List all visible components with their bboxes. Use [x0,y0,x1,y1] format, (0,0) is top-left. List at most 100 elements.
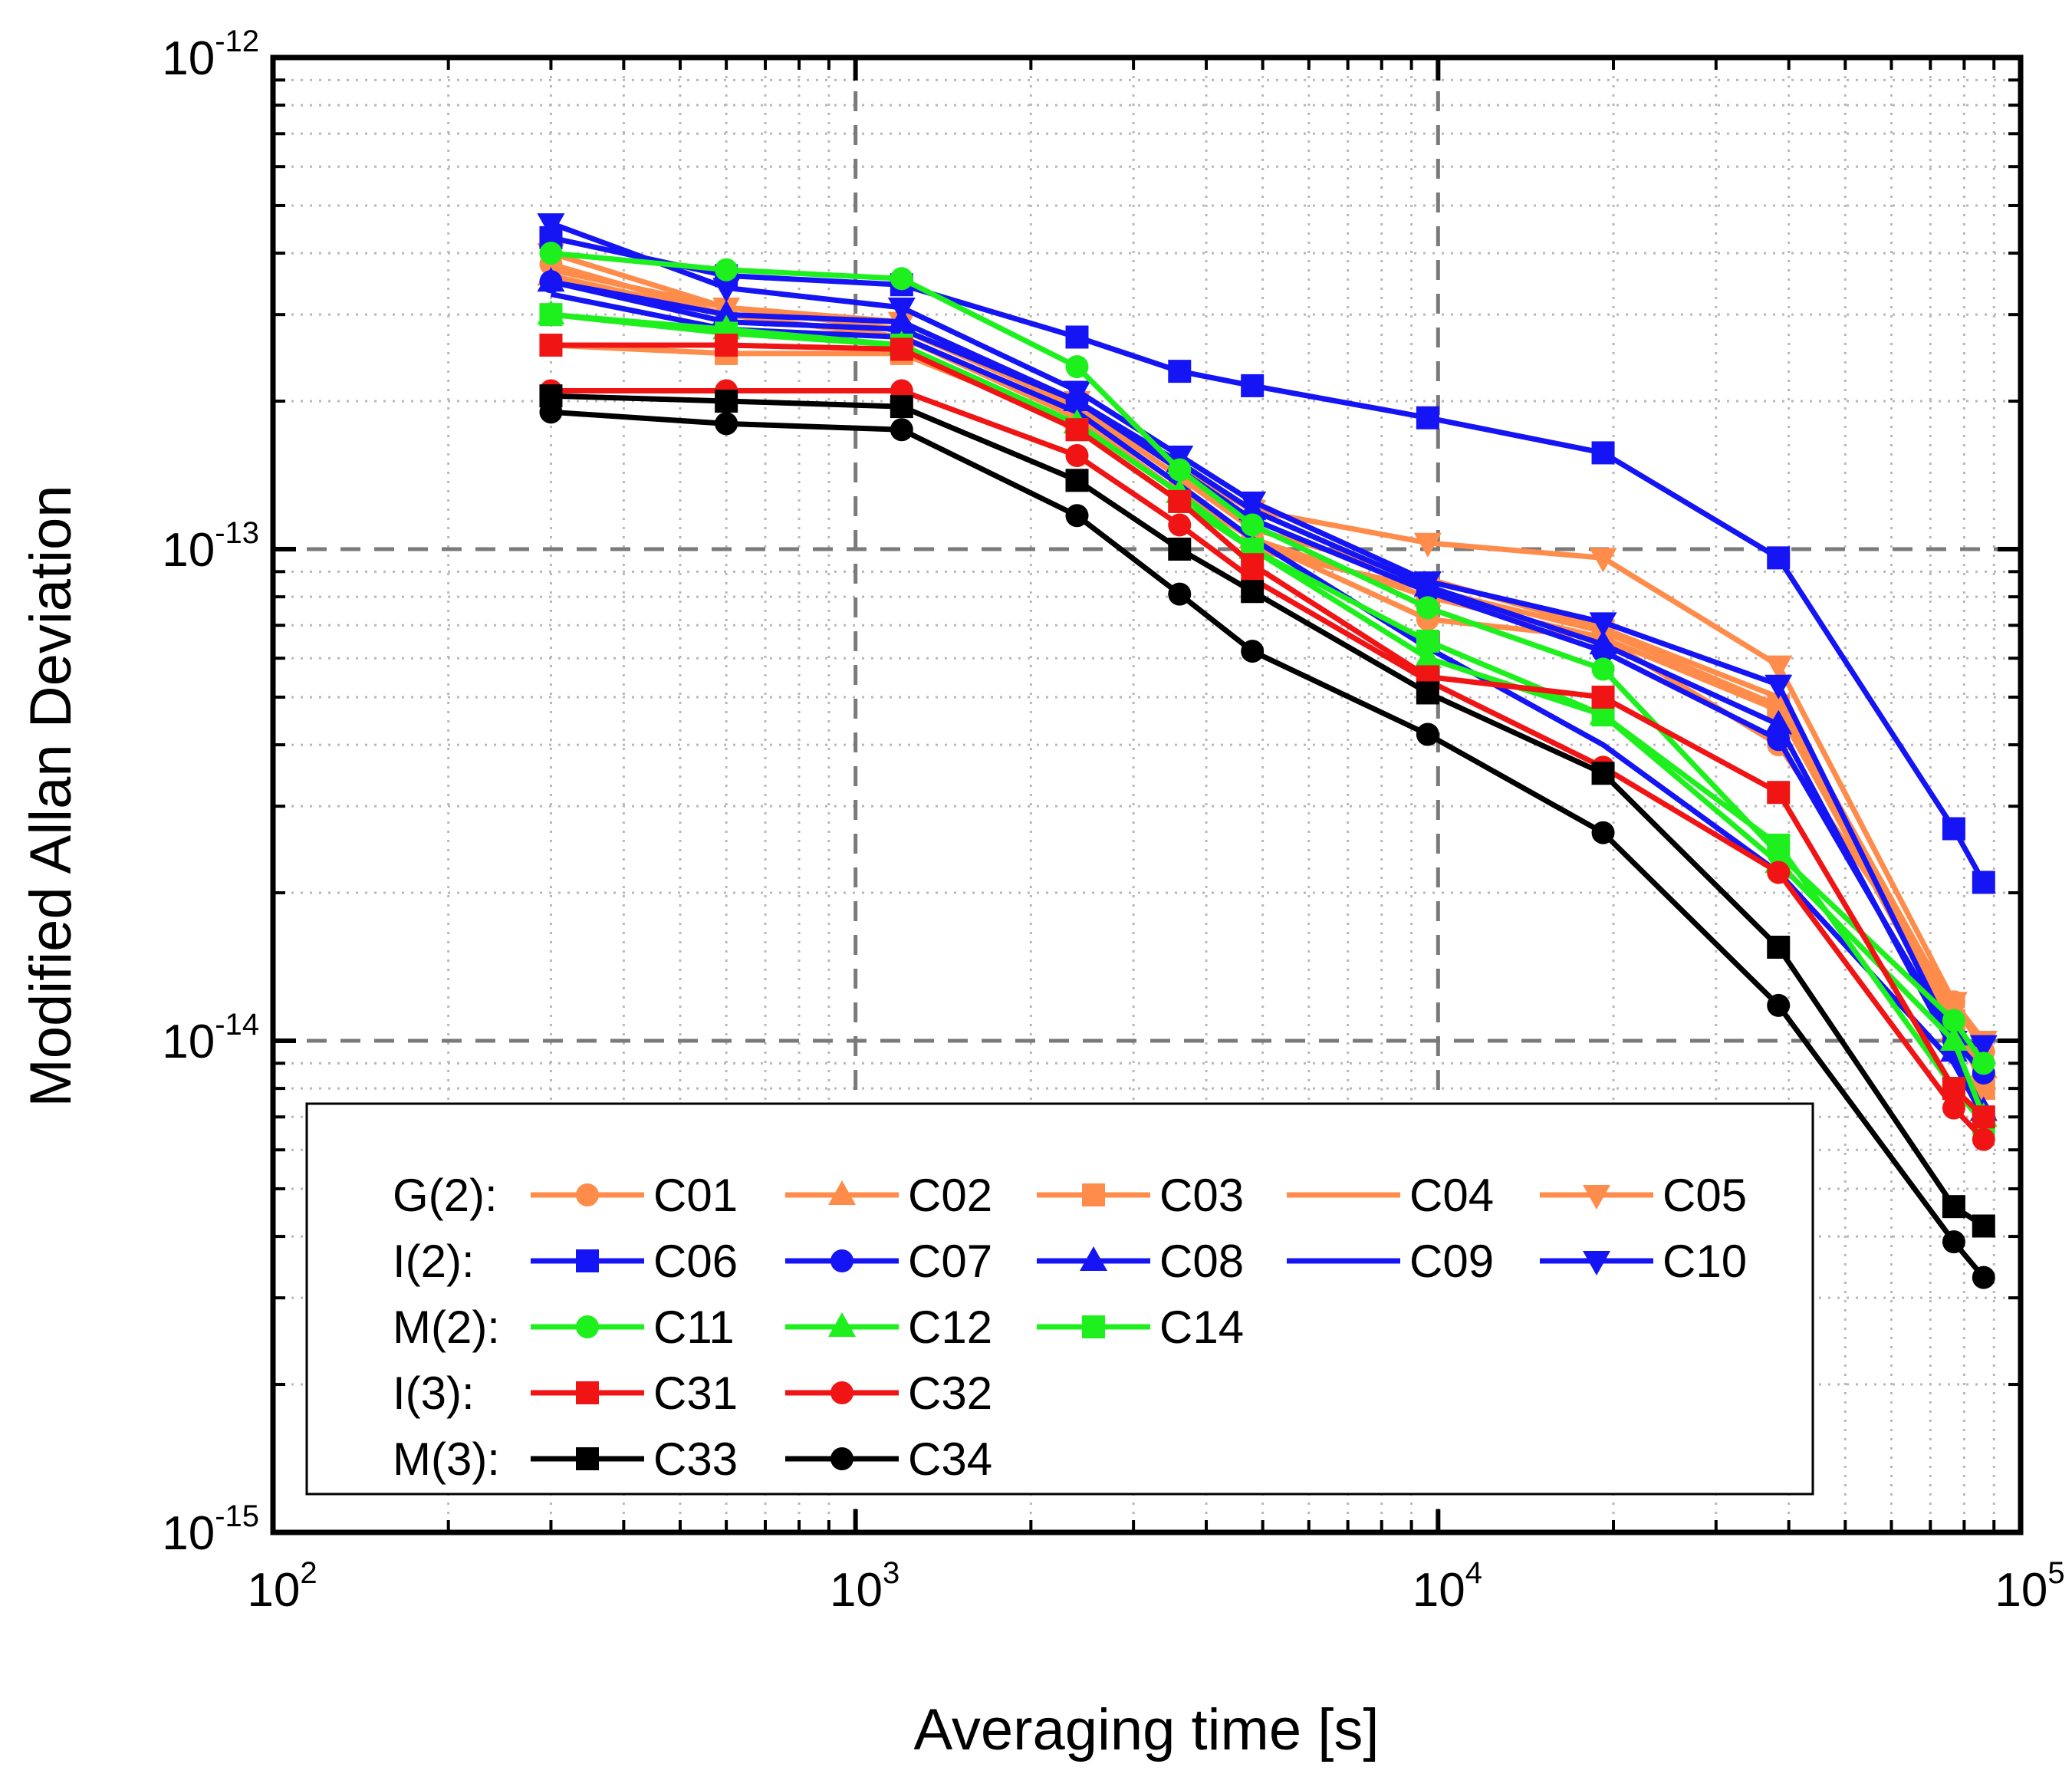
y-axis-label: Modified Allan Deviation [18,485,84,1107]
data-point-C33 [1972,1214,1995,1238]
data-point-C33 [1065,469,1089,492]
legend-label: C33 [653,1433,738,1485]
data-point-C10 [1764,674,1793,699]
legend-item-C33: C33 [531,1433,738,1485]
x-tick-label: 105 [1995,1556,2064,1617]
data-point-C31 [1591,685,1615,709]
legend-marker [830,1381,853,1404]
data-point-C06 [1591,441,1615,465]
data-point-C05 [1589,548,1617,573]
data-point-C11 [1065,355,1089,379]
series-C34 [539,400,1995,1289]
data-point-C06 [1416,406,1439,430]
data-point-C32 [1767,861,1791,884]
data-point-C05 [1413,532,1442,558]
data-point-C11 [1942,1009,1965,1032]
data-point-C33 [1168,538,1192,561]
data-point-C06 [1168,360,1192,383]
axis-ticks [271,55,2023,1535]
legend-group-label: I(3): [393,1368,475,1419]
legend-marker [828,1312,856,1337]
legend-marker [828,1180,856,1205]
data-point-C06 [1942,817,1965,841]
legend-marker [576,1447,599,1470]
x-tick-labels: 102 103 104 105 [247,1556,2064,1617]
legend-item-C06: C06 [531,1236,738,1287]
y-tick-label: 10-13 [162,516,259,577]
data-point-C08 [1764,709,1793,735]
legend-group-label: I(2): [393,1236,475,1287]
data-point-C08 [712,300,741,325]
legend-label: C04 [1409,1170,1494,1221]
legend-label: C05 [1663,1170,1747,1221]
data-point-C31 [1767,781,1791,805]
legend-item-C04: C04 [1287,1170,1494,1221]
legend-marker [1080,1246,1107,1271]
legend-item-C03: C03 [1037,1170,1244,1221]
legend-marker [1082,1183,1105,1206]
data-point-C34 [539,400,563,424]
data-point-C31 [1065,418,1089,442]
legend-label: C09 [1409,1236,1494,1287]
legend-label: C11 [653,1302,735,1353]
legend-label: C31 [653,1368,738,1419]
legend-marker [830,1249,853,1272]
data-point-C12 [1939,1026,1968,1051]
y-tick-label: 10-15 [162,1499,259,1560]
data-point-C11 [1168,458,1192,482]
data-point-C10 [1166,445,1194,470]
legend-item-C10: C10 [1540,1236,1747,1287]
data-point-C08 [537,267,565,292]
data-point-C08 [1589,630,1617,655]
legend-label: C02 [908,1170,992,1221]
data-point-C11 [1241,513,1265,537]
data-point-C14 [539,303,563,327]
data-point-C32 [1168,513,1192,537]
data-point-C34 [1767,993,1791,1017]
legend-item-C01: C01 [531,1170,738,1221]
data-point-C11 [1972,1052,1995,1075]
legend-group-label: M(2): [393,1302,500,1353]
data-point-C10 [1589,612,1617,637]
data-point-C10 [1238,491,1267,516]
data-point-C33 [715,390,738,413]
data-point-C11 [1591,657,1615,681]
data-point-C06 [1065,325,1089,349]
data-point-C34 [1065,504,1089,528]
x-axis-label: Averaging time [s] [914,1697,1380,1762]
legend-marker [830,1447,853,1470]
data-point-C11 [539,242,563,265]
legend-label: C07 [908,1236,992,1287]
data-point-C10 [887,298,916,323]
legend-label: C32 [908,1368,992,1419]
data-point-C05 [1764,655,1793,680]
y-tick-labels: 10-12 10-13 10-14 10-15 [162,25,259,1560]
data-point-C06 [1767,546,1791,570]
data-point-C10 [712,278,741,303]
legend-label: C12 [908,1302,992,1353]
legend-item-C12: C12 [785,1302,992,1353]
x-tick-label: 102 [247,1556,317,1617]
legend-item-C08: C08 [1037,1236,1244,1287]
data-point-C31 [539,334,563,357]
data-point-C33 [1241,580,1265,604]
data-point-C31 [715,334,738,357]
legend-group-label: M(3): [393,1433,500,1485]
series-C33 [539,384,1995,1238]
data-point-C12 [1413,643,1442,669]
data-point-C32 [1942,1096,1965,1120]
legend-label: C14 [1159,1302,1244,1353]
data-point-C31 [1972,1105,1995,1129]
data-point-C34 [715,412,738,436]
legend-item-C07: C07 [785,1236,992,1287]
data-point-C33 [1942,1195,1965,1219]
data-point-C33 [1767,935,1791,959]
data-point-C10 [1413,571,1442,596]
legend-marker [576,1183,599,1206]
data-point-C34 [1416,722,1439,746]
data-point-C33 [1591,762,1615,785]
data-point-C32 [1972,1127,1995,1151]
legend-marker [1583,1251,1610,1275]
data-point-C14 [1416,629,1439,653]
